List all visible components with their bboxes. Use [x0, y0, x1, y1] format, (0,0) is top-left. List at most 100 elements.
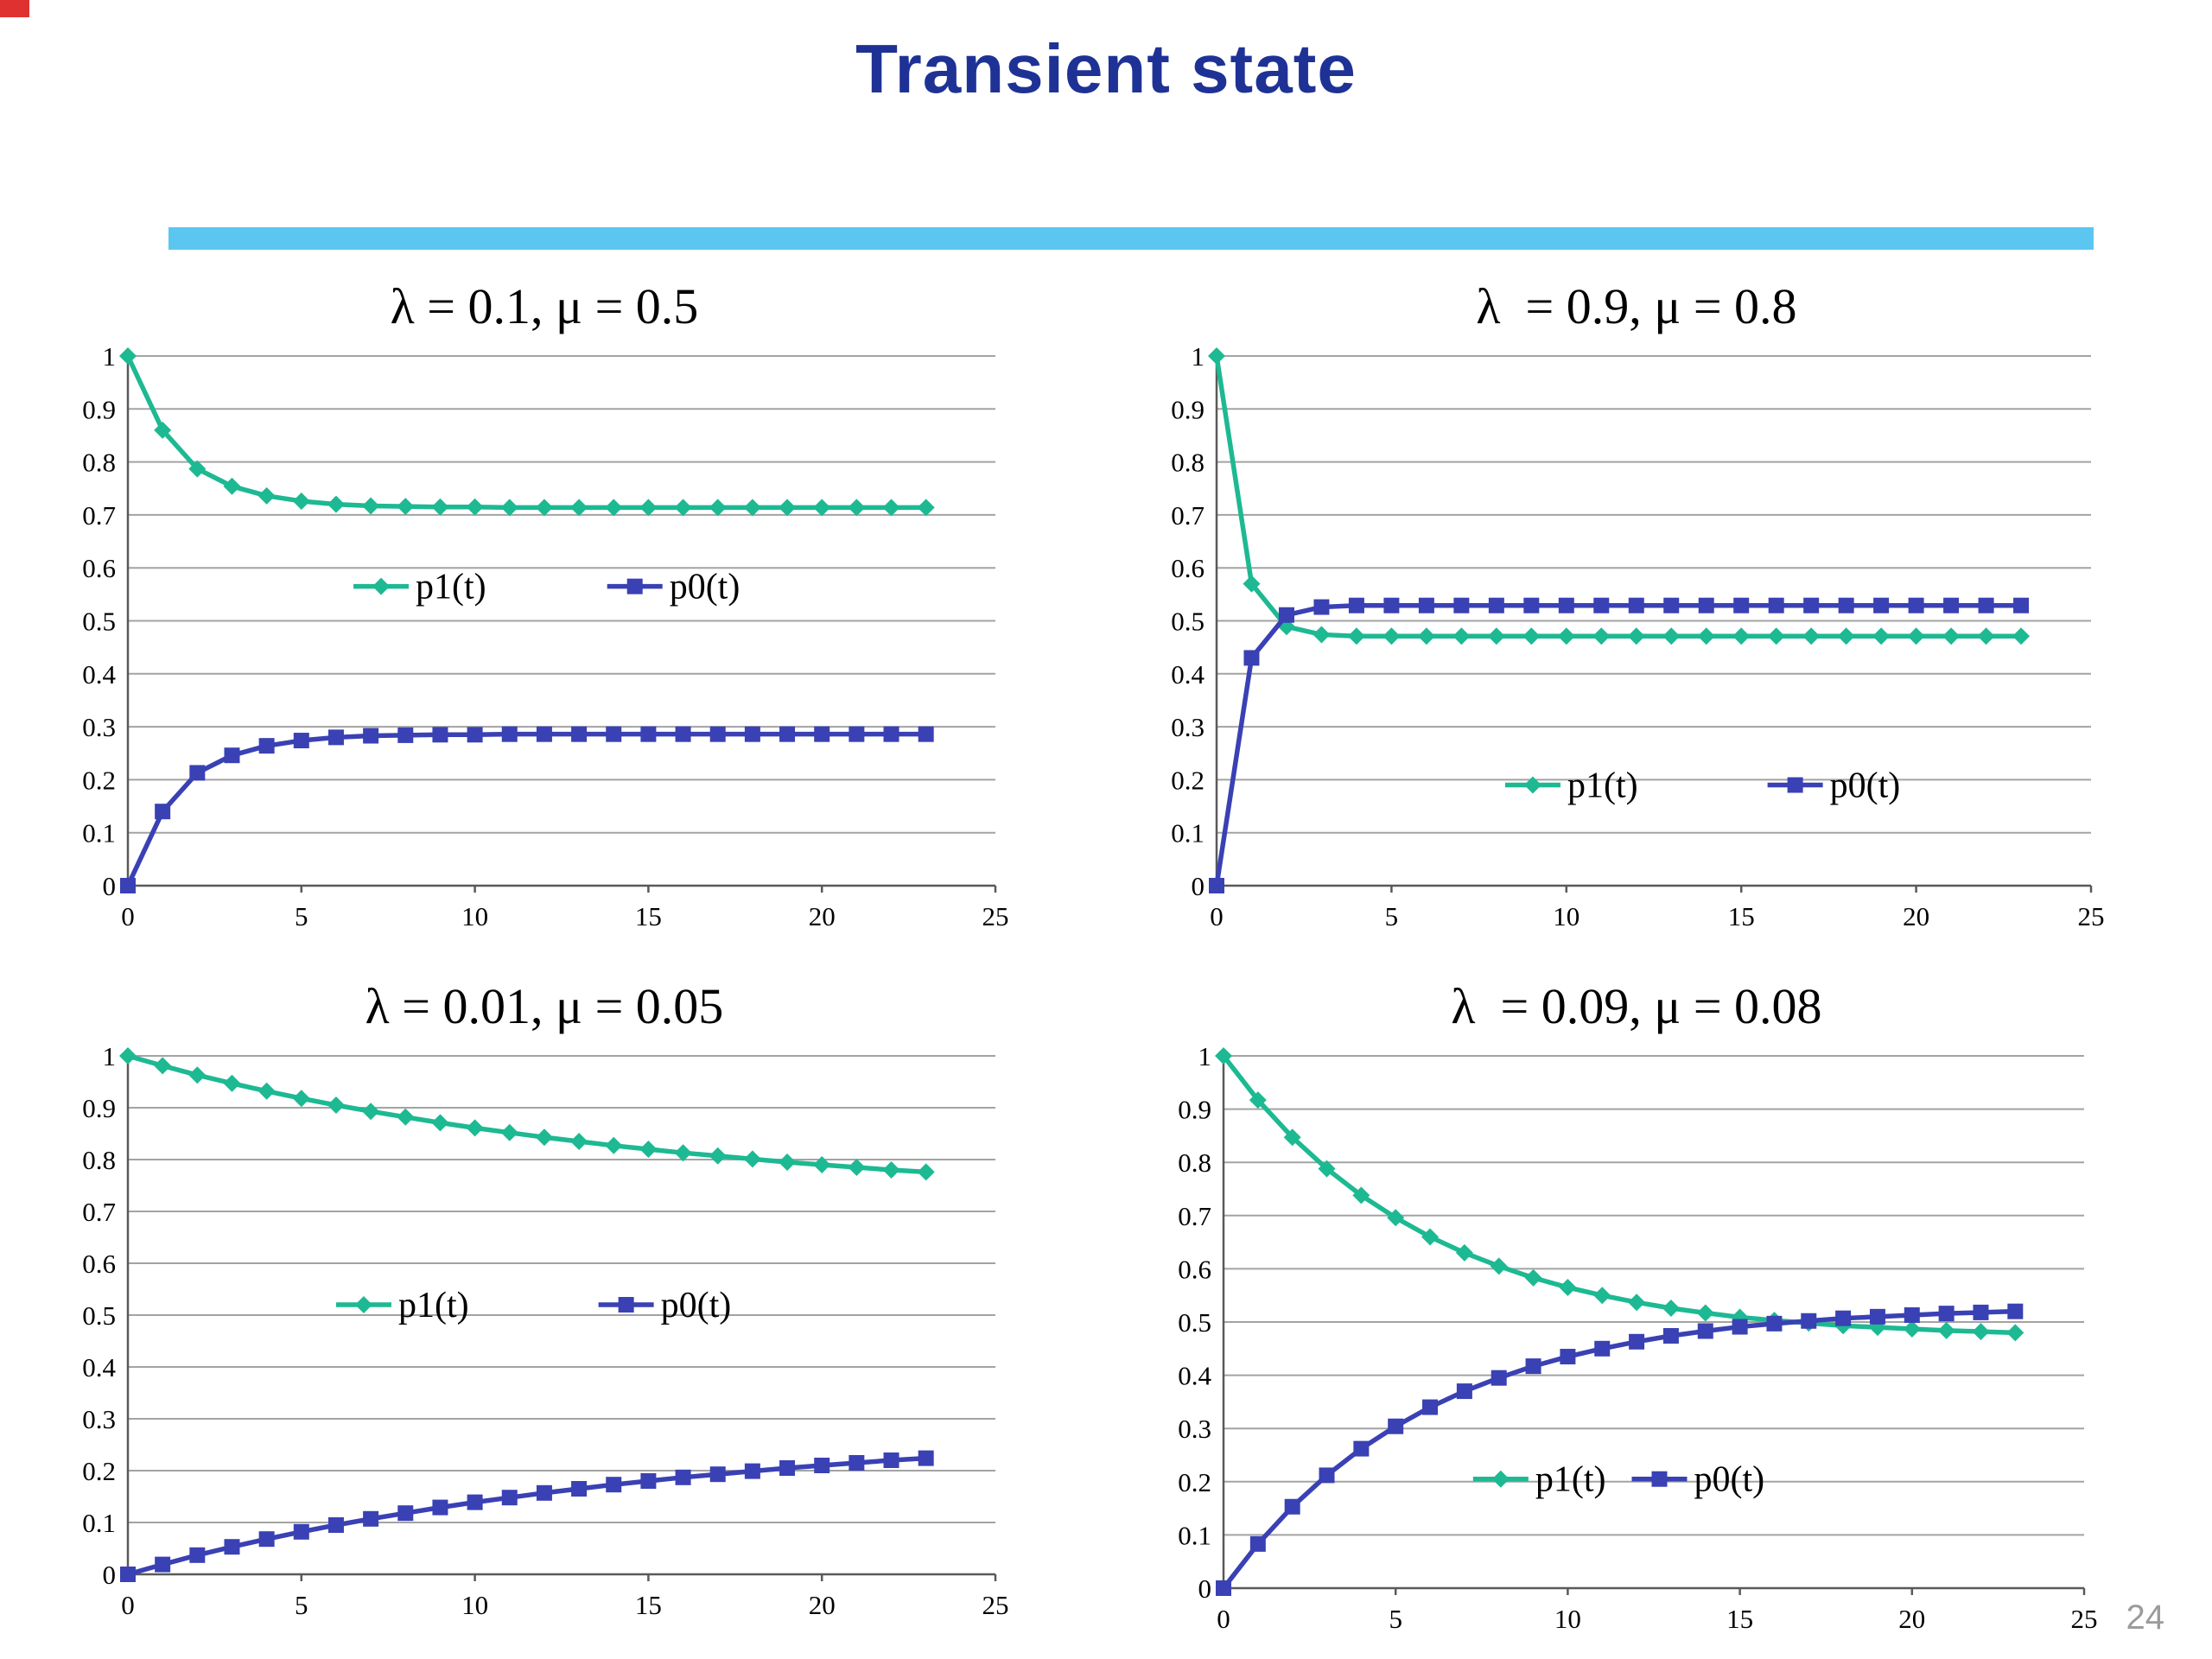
diamond-marker — [1903, 1320, 1921, 1338]
p1-line — [127, 1053, 926, 1175]
square-marker — [1594, 1340, 1611, 1357]
diamond-marker — [1243, 575, 1261, 593]
square-marker — [779, 1460, 796, 1476]
diamond-marker — [2006, 1324, 2024, 1342]
legend-label: p0(t) — [1830, 766, 1901, 806]
corner-accent — [0, 0, 29, 17]
square-marker — [1284, 1498, 1300, 1515]
diamond-marker — [362, 497, 380, 515]
square-marker — [120, 1567, 136, 1582]
y-tick-label: 1 — [103, 344, 117, 372]
square-marker — [606, 726, 622, 742]
diamond-marker — [1452, 627, 1471, 645]
x-tick-label: 20 — [809, 1590, 836, 1620]
line-chart-canvas: 00.10.20.30.40.50.60.70.80.910 5 10 15 20 25p… — [1171, 344, 2104, 931]
square-marker — [258, 738, 275, 754]
diamond-marker — [1487, 627, 1505, 645]
square-marker — [2013, 597, 2030, 613]
square-marker — [1766, 1315, 1783, 1332]
diamond-marker — [1491, 1470, 1510, 1488]
y-tick-label: 0.2 — [1171, 765, 1205, 795]
x-tick-label: 5 — [1385, 901, 1399, 931]
x-tick-label: 15 — [635, 901, 662, 931]
square-marker — [467, 1494, 483, 1510]
square-marker — [1908, 597, 1924, 613]
square-marker — [1628, 597, 1644, 613]
diamond-marker — [779, 1154, 797, 1171]
y-tick-label: 1 — [1192, 344, 1205, 372]
diamond-marker — [431, 1114, 449, 1132]
square-marker — [432, 1499, 448, 1516]
chart-lambda-0.01-mu-0.05: λ = 0.01, μ = 0.05 0 0.1 0.2 0.3 0.4 0.5 0.6 0.… — [60, 969, 1028, 1628]
square-marker — [1243, 650, 1260, 666]
accent-bar — [168, 227, 2094, 250]
diamond-marker — [1347, 627, 1365, 645]
square-marker — [849, 726, 865, 742]
y-tick-label: 0.8 — [1178, 1147, 1211, 1178]
diamond-marker — [639, 1141, 658, 1158]
diamond-marker — [1524, 1268, 1542, 1287]
diamond-marker — [1352, 1186, 1370, 1205]
y-tick-label: 0.2 — [82, 1456, 116, 1486]
square-marker — [293, 733, 309, 749]
square-marker — [501, 726, 518, 742]
square-marker — [1629, 1333, 1645, 1350]
diamond-marker — [1696, 1304, 1714, 1322]
square-marker — [1313, 599, 1330, 615]
square-marker — [1938, 1306, 1955, 1322]
square-marker — [1663, 597, 1680, 613]
square-marker — [675, 726, 691, 742]
y-tick-label: 0 — [103, 1560, 117, 1590]
y-tick-label: 0.6 — [1171, 553, 1205, 583]
x-tick-label: 25 — [982, 901, 1009, 931]
square-marker — [363, 1510, 379, 1527]
diamond-marker — [354, 1296, 372, 1313]
diamond-marker — [1417, 627, 1435, 645]
y-tick-label: 0.7 — [82, 500, 116, 531]
x-tick-label: 0 — [121, 1590, 135, 1620]
diamond-marker — [466, 498, 484, 516]
diamond-marker — [605, 499, 623, 517]
square-marker — [1698, 597, 1714, 613]
diamond-marker — [223, 477, 241, 495]
x-tick-label: 25 — [982, 1590, 1009, 1620]
diamond-marker — [397, 498, 415, 516]
square-marker — [1216, 1580, 1231, 1596]
y-tick-label: 0.5 — [82, 1300, 116, 1331]
diamond-marker — [1313, 626, 1331, 644]
square-marker — [1558, 597, 1574, 613]
diamond-marker — [362, 1103, 380, 1121]
y-tick-label: 0.9 — [82, 394, 116, 424]
y-tick-label: 0.3 — [82, 712, 116, 742]
square-marker — [1869, 1308, 1885, 1325]
legend-label: p0(t) — [661, 1286, 732, 1325]
diamond-marker — [327, 1096, 345, 1114]
diamond-marker — [570, 1133, 588, 1150]
square-marker — [1422, 1399, 1439, 1415]
diamond-marker — [500, 499, 518, 517]
y-tick-label: 0.6 — [1178, 1254, 1211, 1284]
legend-label: p1(t) — [416, 568, 486, 607]
x-tick-label: 10 — [461, 1590, 488, 1620]
diamond-marker — [1592, 627, 1611, 645]
diamond-marker — [431, 498, 449, 516]
square-marker — [224, 747, 240, 764]
diamond-marker — [848, 1159, 866, 1176]
square-marker — [1651, 1471, 1668, 1487]
diamond-marker — [1628, 1294, 1646, 1312]
square-marker — [1978, 597, 1994, 613]
square-marker — [189, 765, 206, 781]
diamond-marker — [188, 1066, 207, 1084]
y-tick-label: 0.4 — [82, 659, 116, 690]
y-tick-label: 0.5 — [82, 607, 116, 637]
square-marker — [1801, 1313, 1817, 1329]
square-marker — [1697, 1323, 1713, 1339]
square-marker — [327, 729, 344, 746]
diamond-marker — [1208, 347, 1225, 365]
square-marker — [467, 727, 483, 743]
diamond-marker — [1283, 1128, 1301, 1147]
square-marker — [626, 578, 643, 594]
diamond-marker — [709, 1147, 727, 1165]
diamond-marker — [1972, 1323, 1990, 1341]
square-marker — [1838, 597, 1854, 613]
